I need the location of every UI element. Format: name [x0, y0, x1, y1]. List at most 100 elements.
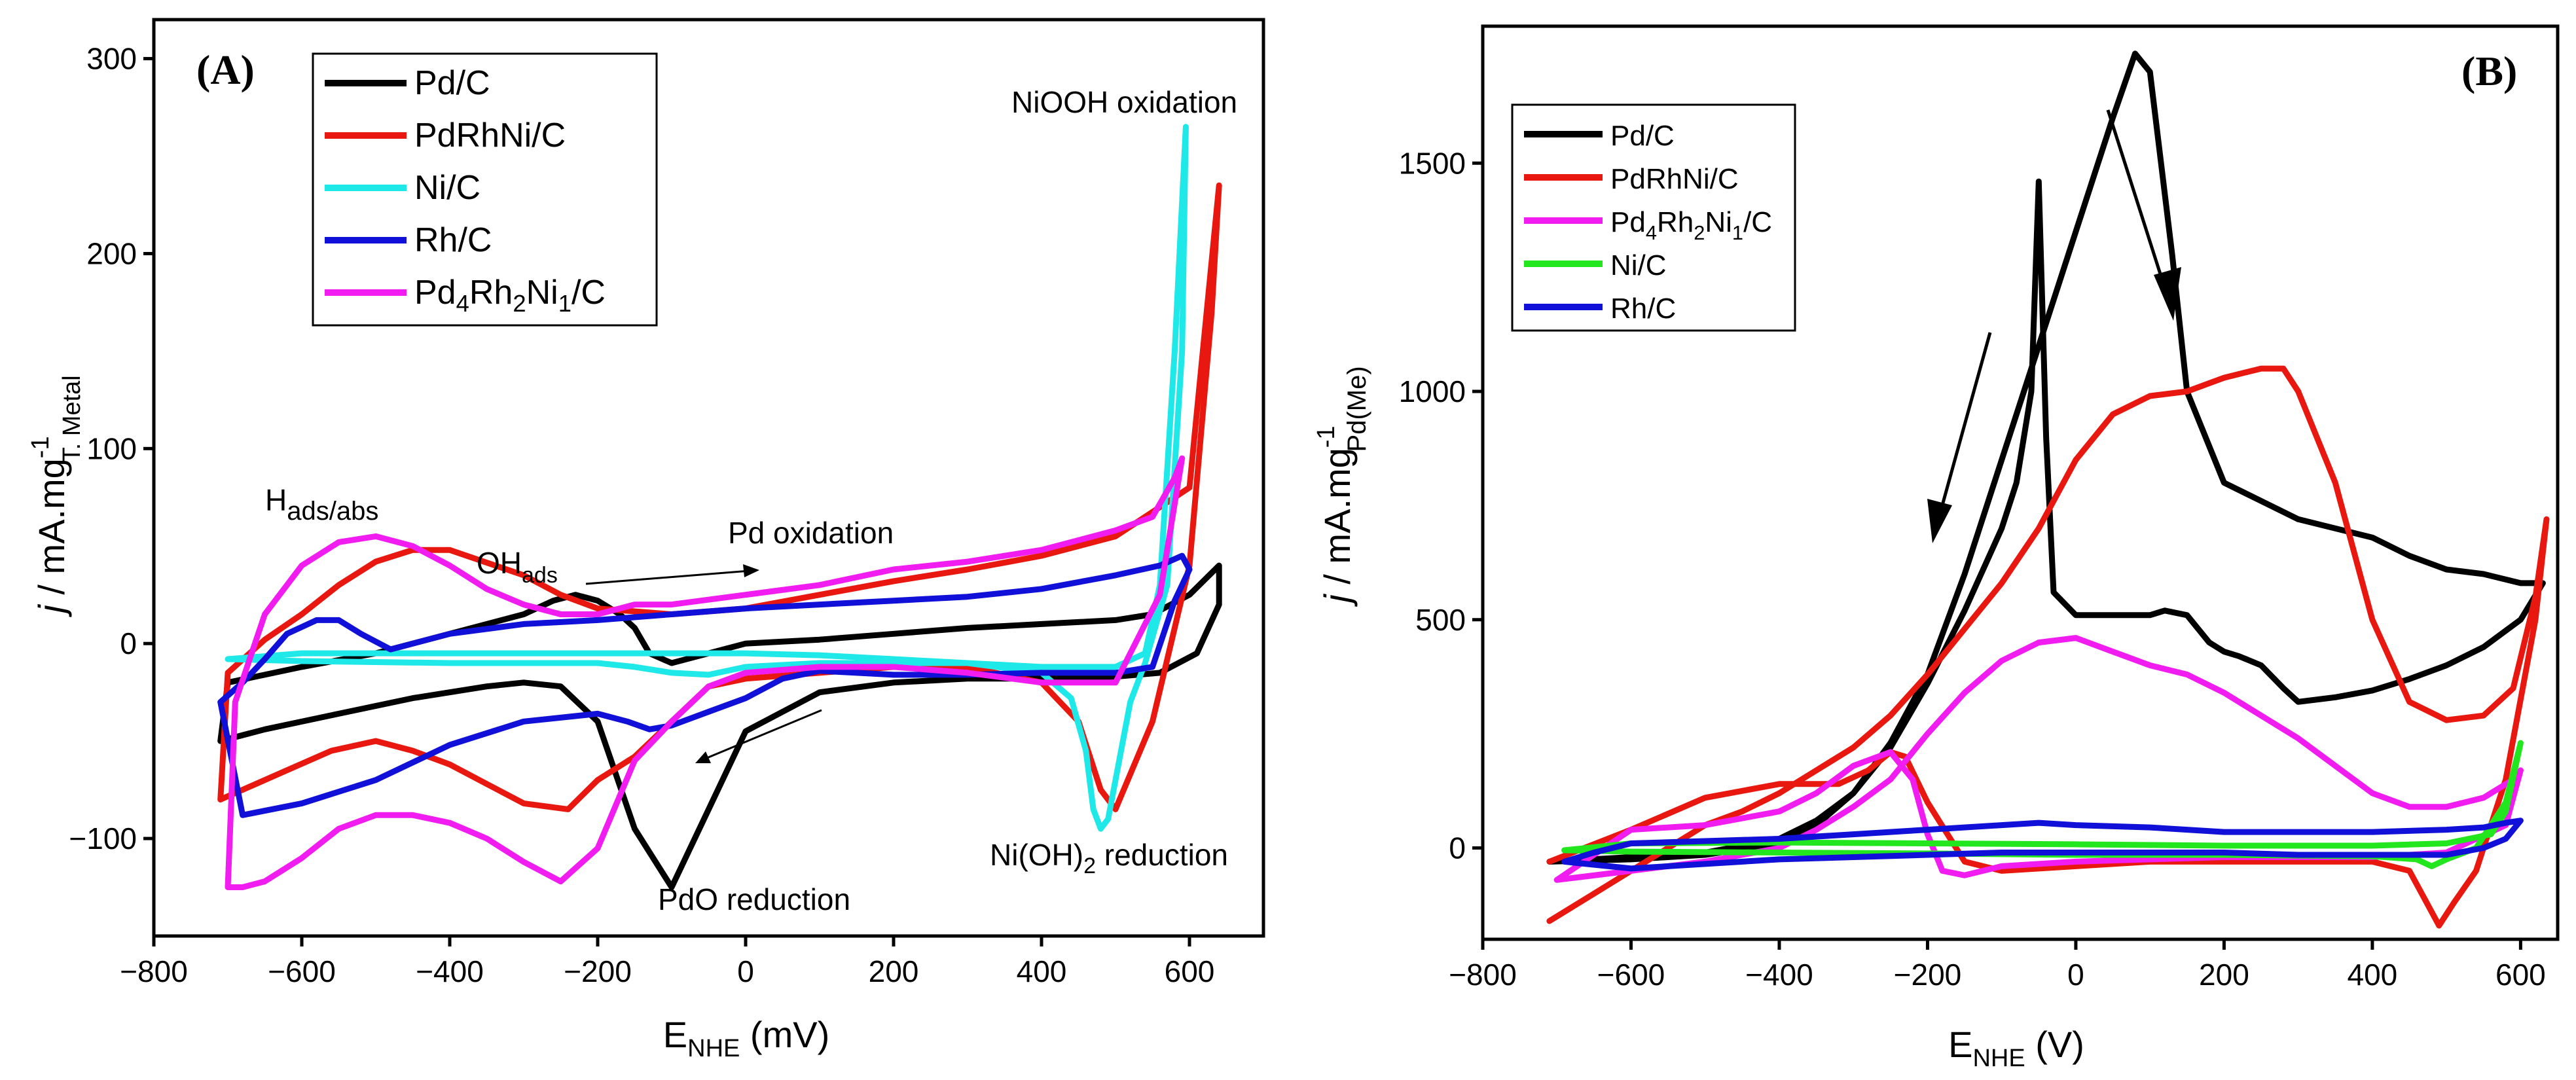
annotation-nioh2-sub: 2 — [1083, 854, 1096, 878]
pdo-reduction-arrowhead — [695, 751, 711, 763]
legend-text-part: Pd — [1610, 206, 1646, 238]
panel-b-xtick-label: −800 — [1449, 958, 1517, 992]
annotation-nioh2-pre: Ni(OH) — [990, 838, 1083, 872]
panel-a-xlabel-main: E — [663, 1014, 687, 1055]
panel-a-legend-label: Pd4Rh2Ni1/C — [414, 274, 606, 317]
legend-text-part: 1 — [558, 290, 571, 317]
panel-b-xtick-label: 200 — [2199, 958, 2249, 992]
panel-a-xtick-label: 0 — [737, 954, 754, 988]
panel-a-ytick-label: 0 — [120, 626, 137, 660]
panel-a-series-pdrhni-c — [217, 182, 1222, 812]
pdo-reduction-arrow — [703, 709, 822, 761]
annotation-hads-sub: ads/abs — [287, 497, 378, 526]
panel-a-xtick-label: 400 — [1017, 954, 1067, 988]
panel-a-label: (A) — [196, 46, 255, 93]
panel-b-legend-label: Rh/C — [1610, 293, 1676, 325]
panel-b-ylabel-j: j — [1316, 594, 1358, 607]
annotation-ohads-main: OH — [477, 546, 522, 580]
panel-b-legend-label: PdRhNi/C — [1610, 163, 1739, 195]
panel-b-label: (B) — [2461, 48, 2517, 94]
panel-b-ylabel-main: / mA.mg — [1316, 448, 1358, 594]
panel-a-ytick-label: −100 — [69, 821, 137, 855]
legend-text-part: 4 — [1646, 221, 1657, 244]
legend-text-part: Pd — [414, 274, 456, 312]
panel-b-xtick-label: 600 — [2495, 958, 2546, 992]
legend-text-part: Rh — [469, 274, 513, 312]
panel-b-legend-label: Ni/C — [1610, 249, 1667, 281]
panel-a-xtick-label: −200 — [564, 954, 632, 988]
panel-b-xtick-label: −600 — [1597, 958, 1665, 992]
scan-arrow-forward — [1937, 332, 1992, 518]
panel-a-series-pd-c — [217, 562, 1222, 890]
panel-a-xlabel: ENHE (mV) — [663, 1014, 829, 1062]
panel-a-series-pd4rh2ni1-c — [225, 455, 1186, 890]
panel-a-xtick-label: −600 — [268, 954, 336, 988]
panel-b: −800 −600 −400 −200 0 200 400 600 0 500 1000 1500 (… — [1313, 24, 2560, 1072]
panel-a-xtick-label: −800 — [120, 954, 188, 988]
pd-oxidation-arrow — [585, 569, 750, 585]
legend-text-part: Ni — [526, 274, 558, 312]
panel-a: −800 −600 −400 −200 0 200 400 600 −100 0 100 200 300… — [27, 18, 1265, 1062]
legend-text-part: Rh — [1657, 206, 1694, 238]
panel-b-ytick-label: 1500 — [1399, 146, 1466, 180]
panel-b-ytick-label: 0 — [1449, 831, 1466, 865]
panel-b-xtick-label: −400 — [1745, 958, 1813, 992]
panel-b-series-rh-c — [1561, 818, 2524, 872]
scan-arrow-backward-head — [2154, 267, 2181, 321]
panel-b-series-ni-c — [1561, 740, 2524, 869]
panel-b-xtick-label: 0 — [2067, 958, 2084, 992]
panel-a-frame — [152, 18, 1265, 938]
panel-b-legend-label: Pd/C — [1610, 120, 1675, 152]
legend-text-part: 2 — [1694, 221, 1705, 244]
panel-b-xlabel-unit: (V) — [2025, 1024, 2084, 1065]
panel-b-xlabel-main: E — [1948, 1024, 1972, 1065]
panel-b-legend-label: Pd4Rh2Ni1/C — [1610, 206, 1772, 244]
panel-b-xtick-label: 400 — [2348, 958, 2398, 992]
panel-a-series-rh-c — [217, 552, 1193, 818]
panel-a-legend-label: Ni/C — [414, 169, 481, 207]
panel-a-xlabel-unit: (mV) — [740, 1014, 829, 1055]
panel-a-series-ni-c — [225, 124, 1189, 832]
scan-arrow-backward — [2106, 109, 2169, 295]
panel-a-ytick-label: 200 — [86, 236, 137, 270]
legend-text-part: /C — [1743, 206, 1772, 238]
panel-b-xlabel-sub: NHE — [1972, 1045, 2025, 1072]
panel-b-series-pd4rh2ni1-c — [1553, 635, 2524, 883]
legend-text-part: /C — [571, 274, 606, 312]
panel-a-legend-label: Pd/C — [414, 64, 490, 102]
panel-a-ylabel-main: / mA.mg — [31, 458, 72, 605]
legend-text-part: Ni — [1705, 206, 1732, 238]
scan-arrow-forward-head — [1927, 499, 1952, 543]
panel-a-ytick-label: 300 — [86, 42, 137, 76]
legend-text-part: 2 — [513, 290, 526, 317]
panel-a-xlabel-sub: NHE — [687, 1035, 740, 1062]
panel-a-xtick-label: 600 — [1165, 954, 1215, 988]
annotation-niooh-oxidation: NiOOH oxidation — [1011, 85, 1237, 119]
panel-a-ylabel-sup: -1 — [27, 436, 54, 458]
panel-b-series-pd-c — [1546, 50, 2546, 865]
pd-oxidation-arrowhead — [743, 564, 759, 577]
legend-text-part: 1 — [1732, 221, 1743, 244]
panel-b-xlabel: ENHE (V) — [1948, 1024, 2084, 1072]
panel-b-frame — [1481, 24, 2560, 941]
annotation-ohads: OHads — [477, 546, 558, 588]
panel-a-legend-label: PdRhNi/C — [414, 117, 566, 154]
panel-b-xtick-label: −200 — [1894, 958, 1962, 992]
annotation-pdo-reduction: PdO reduction — [658, 882, 850, 916]
panel-a-ticks: −800 −600 −400 −200 0 200 400 600 −100 0 100 200 300 — [69, 42, 1214, 988]
panel-b-ytick-label: 1000 — [1399, 374, 1466, 408]
panel-b-ylabel: j / mA.mg-1 Pd(Me) — [1313, 366, 1371, 607]
annotation-nioh2-reduction: Ni(OH)2 reduction — [990, 838, 1228, 878]
panel-a-ytick-label: 100 — [86, 431, 137, 465]
panel-a-ylabel-j: j — [31, 604, 72, 618]
panel-a-legend-label: Rh/C — [414, 221, 492, 259]
panel-b-ylabel-sup: -1 — [1313, 425, 1340, 448]
annotation-ohads-sub: ads — [522, 563, 558, 588]
legend-text-part: 4 — [456, 290, 469, 317]
panel-a-ylabel: j / mA.mg-1 T. Metal — [27, 375, 86, 617]
panel-b-ytick-label: 500 — [1415, 603, 1466, 637]
